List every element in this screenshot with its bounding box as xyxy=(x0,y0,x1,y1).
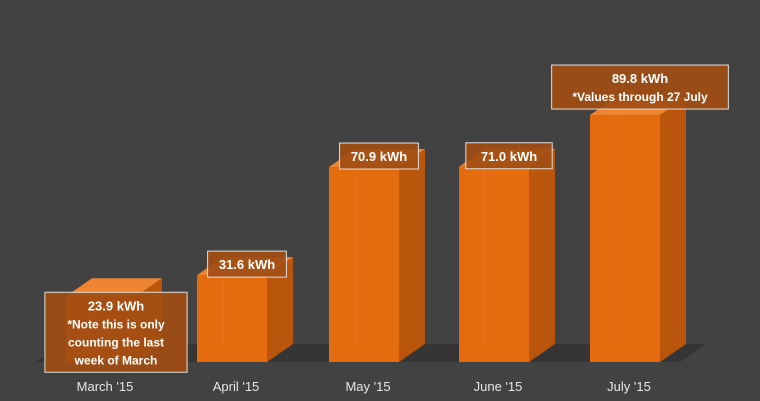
bar-1 xyxy=(197,275,267,362)
tick-label-2: May '15 xyxy=(345,379,390,394)
data-label-note-0-2: counting the last xyxy=(68,335,164,349)
data-label-3: 71.0 kWh xyxy=(481,149,537,164)
bar-side-2 xyxy=(399,149,425,362)
tick-label-0: March '15 xyxy=(77,379,134,394)
data-label-box-1 xyxy=(207,250,287,278)
bar-side-1 xyxy=(267,257,293,362)
bar-side-4 xyxy=(660,97,686,363)
data-label-2: 70.9 kWh xyxy=(351,149,407,164)
data-label-0: 23.9 kWh xyxy=(88,298,144,313)
data-label-box-4 xyxy=(551,64,729,110)
tick-label-1: April '15 xyxy=(213,379,260,394)
bar-4 xyxy=(590,115,660,362)
data-label-note-0-3: week of March xyxy=(74,353,158,367)
data-label-box-3 xyxy=(465,142,553,170)
bar-side-3 xyxy=(529,148,555,362)
data-label-box-0 xyxy=(44,291,188,373)
data-label-box-2 xyxy=(339,142,419,170)
data-label-4: 89.8 kWh xyxy=(612,71,668,86)
bar-2 xyxy=(329,167,399,362)
bar-3 xyxy=(459,166,529,362)
data-label-note-0-1: *Note this is only xyxy=(67,317,165,331)
data-label-note-4-1: *Values through 27 July xyxy=(572,90,708,104)
tick-label-3: June '15 xyxy=(474,379,523,394)
tick-label-4: July '15 xyxy=(607,379,651,394)
data-label-1: 31.6 kWh xyxy=(219,257,275,272)
